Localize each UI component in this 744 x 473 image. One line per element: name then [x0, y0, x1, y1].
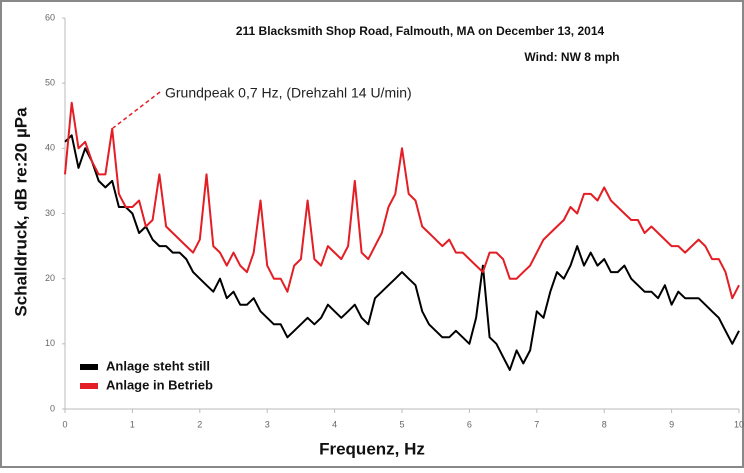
legend-label: Anlage in Betrieb	[106, 377, 213, 392]
series-line	[64, 134, 740, 371]
x-tick-label: 2	[197, 419, 202, 429]
y-tick-label: 60	[45, 12, 55, 22]
y-tick-label: 50	[45, 78, 55, 88]
x-tick-label: 10	[734, 419, 744, 429]
y-tick-label: 30	[45, 208, 55, 218]
legend-swatch	[80, 383, 98, 389]
x-axis-label: Frequenz, Hz	[319, 439, 425, 458]
legend-label: Anlage steht still	[106, 358, 210, 373]
chart-title: 211 Blacksmith Shop Road, Falmouth, MA o…	[236, 24, 605, 38]
series-line	[64, 101, 740, 300]
y-axis-label: Schalldruck, dB re:20 µPa	[11, 107, 30, 317]
y-tick-label: 20	[45, 273, 55, 283]
y-tick-label: 0	[50, 403, 55, 413]
x-tick-label: 0	[62, 419, 67, 429]
x-tick-label: 3	[265, 419, 270, 429]
x-tick-label: 4	[332, 419, 337, 429]
x-tick-label: 1	[130, 419, 135, 429]
x-tick-label: 8	[602, 419, 607, 429]
legend-swatch	[80, 364, 98, 370]
annotation: Grundpeak 0,7 Hz, (Drehzahl 14 U/min)	[165, 85, 412, 101]
y-tick-label: 40	[45, 143, 55, 153]
x-tick-label: 7	[534, 419, 539, 429]
y-tick-label: 10	[45, 338, 55, 348]
chart-subtitle: Wind: NW 8 mph	[524, 50, 619, 64]
x-tick-label: 6	[467, 419, 472, 429]
x-tick-label: 9	[669, 419, 674, 429]
annotation-leader	[112, 91, 161, 129]
x-tick-label: 5	[399, 419, 404, 429]
